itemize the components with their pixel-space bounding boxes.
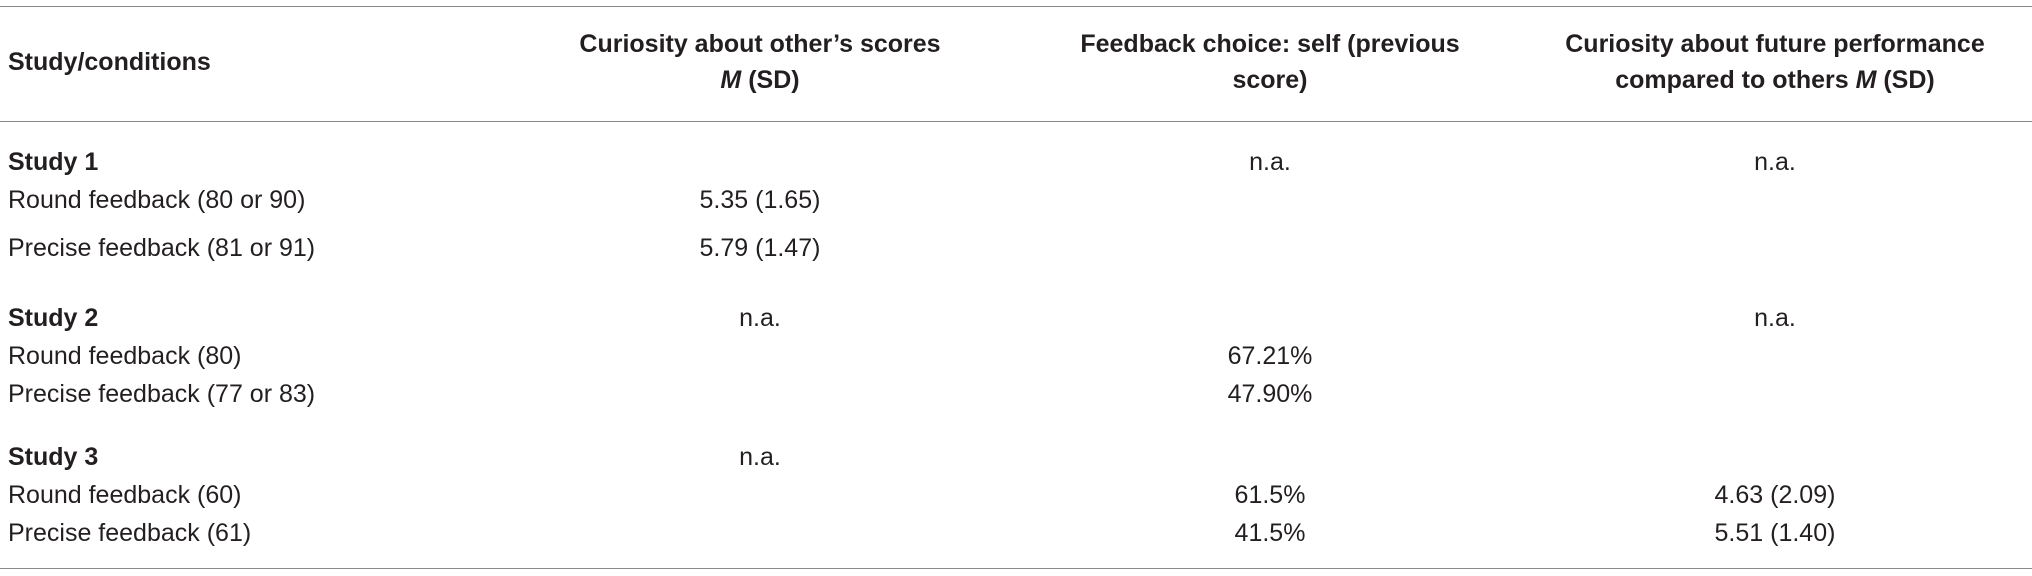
header-curiosity-future-performance-line1: Curiosity about future performance [1565, 30, 1985, 58]
header-curiosity-others-scores-line1: Curiosity about other’s scores [579, 30, 941, 58]
row-study-2-curiosity-others: n.a. [739, 304, 781, 332]
header-curiosity-future-performance-line2: compared to others [1615, 66, 1856, 94]
row-study-2-precise-feedback-choice: 47.90% [1227, 380, 1313, 408]
row-study-1-precise-curiosity-others: 5.79 (1.47) [699, 234, 821, 262]
table-bottom-rule [0, 568, 2032, 569]
header-curiosity-future-performance-m: M [1855, 66, 1877, 94]
row-study-3-round-feedback-choice: 61.5% [1234, 481, 1306, 509]
row-study-1-feedback-choice: n.a. [1249, 148, 1291, 176]
table-header-rule [0, 121, 2032, 122]
row-study-3-precise-curiosity-future: 5.51 (1.40) [1714, 519, 1836, 547]
header-curiosity-future-performance-sd: (SD) [1876, 66, 1935, 94]
header-study-conditions: Study/conditions [8, 48, 211, 76]
row-study-2-precise-label: Precise feedback (77 or 83) [8, 380, 316, 408]
header-curiosity-future-performance: Curiosity about future performance compa… [1530, 26, 2020, 98]
header-curiosity-others-scores-m: M [720, 66, 742, 94]
table-top-rule [0, 6, 2032, 7]
header-feedback-choice-self: Feedback choice: self (previous score) [1040, 26, 1500, 98]
row-study-1-round-label: Round feedback (80 or 90) [8, 186, 306, 214]
row-study-3-precise-label: Precise feedback (61) [8, 519, 252, 547]
row-study-2-round-feedback-choice: 67.21% [1227, 342, 1313, 370]
header-feedback-choice-self-line1: Feedback choice: self (previous [1080, 30, 1460, 58]
row-study-1-label: Study 1 [8, 148, 99, 176]
row-study-2-round-label: Round feedback (80) [8, 342, 242, 370]
row-study-3-round-curiosity-future: 4.63 (2.09) [1714, 481, 1836, 509]
row-study-1-round-curiosity-others: 5.35 (1.65) [699, 186, 821, 214]
header-feedback-choice-self-line2: score) [1232, 66, 1308, 94]
row-study-3-round-label: Round feedback (60) [8, 481, 242, 509]
row-study-2-curiosity-future: n.a. [1754, 304, 1796, 332]
row-study-3-precise-feedback-choice: 41.5% [1234, 519, 1306, 547]
row-study-1-curiosity-future: n.a. [1754, 148, 1796, 176]
row-study-3-curiosity-others: n.a. [739, 443, 781, 471]
header-curiosity-others-scores: Curiosity about other’s scores M (SD) [560, 26, 960, 98]
header-curiosity-others-scores-sd: (SD) [741, 66, 800, 94]
row-study-2-label: Study 2 [8, 304, 99, 332]
row-study-1-precise-label: Precise feedback (81 or 91) [8, 234, 316, 262]
row-study-3-label: Study 3 [8, 443, 99, 471]
